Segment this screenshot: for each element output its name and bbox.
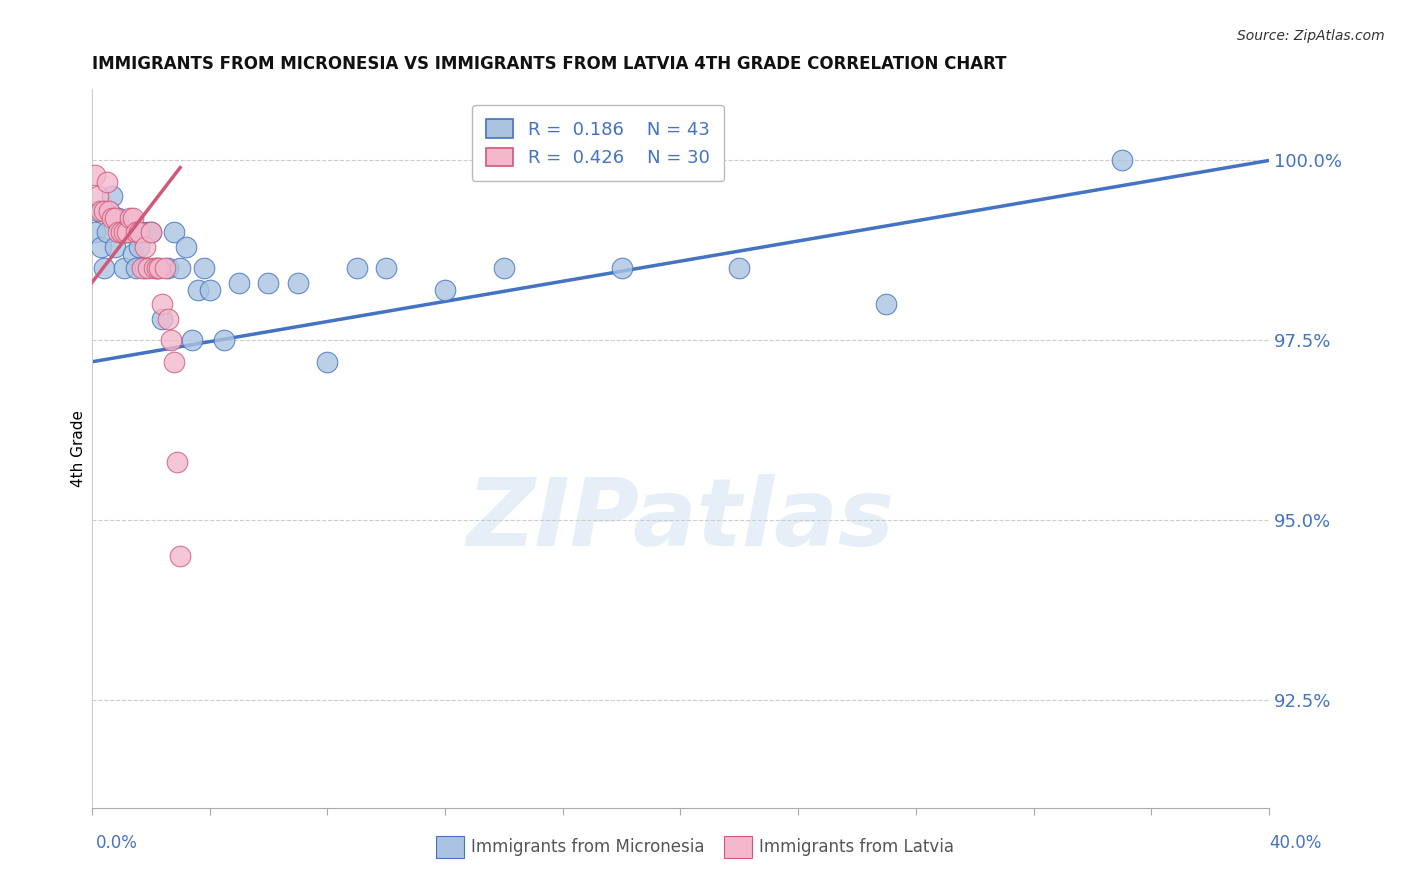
Point (228, 276, 250, 290)
Point (155, 261, 177, 276)
Point (122, 211, 145, 225)
FancyBboxPatch shape (724, 836, 752, 858)
Point (198, 283, 221, 297)
Point (96, 175, 118, 189)
Point (163, 226, 186, 240)
Point (110, 226, 132, 240)
Point (187, 283, 209, 297)
Point (136, 226, 159, 240)
Point (98, 203, 121, 218)
Point (169, 261, 191, 276)
Point (83, 168, 105, 182)
Point (86, 203, 108, 218)
Point (148, 261, 170, 276)
Point (346, 261, 368, 276)
Point (107, 211, 129, 225)
Point (118, 211, 141, 225)
Point (145, 261, 167, 276)
Point (152, 311, 174, 326)
Point (375, 261, 398, 276)
Point (157, 261, 180, 276)
Text: Immigrants from Latvia: Immigrants from Latvia (759, 838, 955, 856)
Point (152, 297, 174, 311)
Point (142, 261, 165, 276)
Point (115, 226, 138, 240)
FancyBboxPatch shape (436, 836, 464, 858)
Point (1111, 153, 1133, 168)
Point (163, 355, 186, 369)
Point (875, 297, 897, 311)
Text: Immigrants from Micronesia: Immigrants from Micronesia (471, 838, 704, 856)
Point (180, 333, 202, 347)
Point (134, 261, 156, 276)
Point (136, 261, 159, 276)
Point (86, 189, 108, 203)
Point (139, 226, 162, 240)
Point (101, 211, 124, 225)
Point (112, 261, 135, 276)
Point (125, 261, 148, 276)
Point (160, 333, 183, 347)
Point (128, 226, 150, 240)
Point (112, 226, 135, 240)
Point (93, 203, 115, 218)
Text: Source: ZipAtlas.com: Source: ZipAtlas.com (1237, 29, 1385, 43)
Point (193, 261, 215, 276)
Point (212, 333, 235, 347)
Point (104, 240, 127, 254)
Point (433, 283, 456, 297)
Point (125, 226, 148, 240)
Point (118, 226, 141, 240)
Legend: R =  0.186    N = 43, R =  0.426    N = 30: R = 0.186 N = 43, R = 0.426 N = 30 (471, 104, 724, 181)
Y-axis label: 4th Grade: 4th Grade (72, 409, 86, 487)
Point (107, 226, 129, 240)
Point (93, 261, 115, 276)
Point (96, 226, 118, 240)
Point (145, 261, 167, 276)
Point (174, 240, 197, 254)
Text: ZIPatlas: ZIPatlas (467, 474, 894, 566)
Point (157, 311, 180, 326)
Text: 40.0%: 40.0% (1270, 834, 1322, 852)
Point (139, 226, 162, 240)
Point (610, 261, 633, 276)
Point (110, 226, 132, 240)
Point (166, 455, 188, 469)
Point (316, 355, 339, 369)
Point (131, 261, 153, 276)
Point (134, 240, 156, 254)
Point (90, 240, 112, 254)
Point (492, 261, 515, 276)
Point (169, 549, 191, 563)
Point (115, 226, 138, 240)
Text: 0.0%: 0.0% (96, 834, 138, 852)
Point (98, 203, 121, 218)
Text: IMMIGRANTS FROM MICRONESIA VS IMMIGRANTS FROM LATVIA 4TH GRADE CORRELATION CHART: IMMIGRANTS FROM MICRONESIA VS IMMIGRANTS… (91, 55, 1007, 73)
Point (122, 247, 145, 261)
Point (728, 261, 751, 276)
Point (104, 211, 127, 225)
Point (257, 276, 280, 290)
Point (83, 226, 105, 240)
Point (287, 276, 309, 290)
Point (128, 240, 150, 254)
Point (90, 203, 112, 218)
Point (131, 226, 153, 240)
Point (101, 189, 124, 203)
